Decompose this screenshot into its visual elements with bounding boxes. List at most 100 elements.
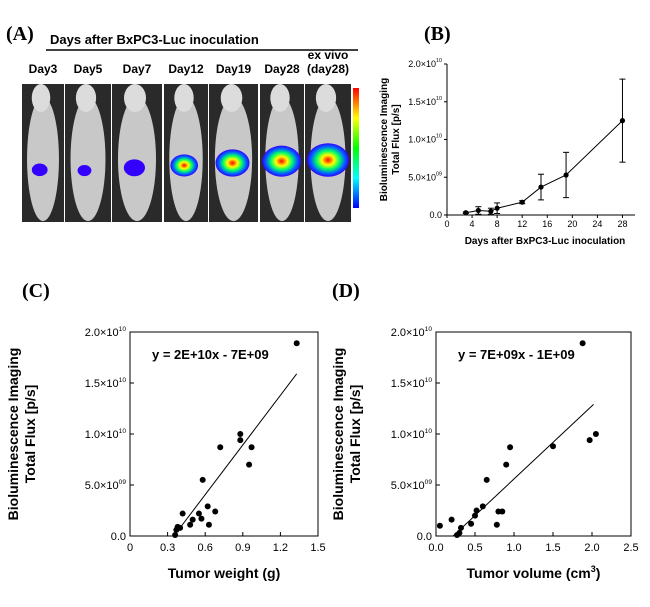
data-point [204, 503, 211, 510]
mouse-head-7 [315, 84, 337, 112]
y-tick-label-exponent: 10 [425, 377, 433, 384]
mouse-head-4 [174, 84, 194, 112]
column-label-4: Day12 [168, 62, 204, 76]
x-tick-label: 0.6 [198, 542, 213, 554]
data-point [448, 516, 455, 523]
data-point [436, 522, 443, 529]
y-tick-label-mantissa: 1.0×10 [391, 429, 425, 441]
x-tick-label: 0.9 [235, 542, 250, 554]
data-point [550, 443, 556, 450]
data-point [586, 437, 593, 444]
panel-d-label: (D) [332, 280, 360, 302]
data-point [463, 210, 469, 216]
x-axis-title-tail: ) [596, 565, 601, 581]
y-tick-label-exponent: 10 [119, 377, 127, 384]
x-tick-label: 0 [127, 542, 133, 554]
y-tick-label: 2.0×1010 [85, 326, 127, 339]
x-axis-title-main: Tumor weight (g) [168, 565, 281, 581]
data-point [493, 521, 500, 528]
x-axis-title: Tumor weight (g) [168, 565, 281, 581]
data-point [519, 199, 525, 205]
mouse-head-3 [124, 84, 146, 112]
y-tick-label: 1.5×1010 [85, 377, 127, 390]
y-tick-label-mantissa: 2.0×10 [85, 327, 119, 339]
trend-line [173, 373, 298, 537]
y-tick-label-mantissa: 5.0×10 [85, 480, 119, 492]
column-label-1: Day3 [29, 62, 58, 76]
y-tick-label-mantissa: 1.0×10 [85, 429, 119, 441]
y-tick-label: 5.0×1009 [85, 479, 127, 492]
data-point [507, 444, 514, 451]
y-tick-label-mantissa: 1.5×10 [391, 378, 425, 390]
column-label-2: Day5 [74, 62, 103, 76]
y-tick-label-mantissa: 1.0×10 [408, 135, 436, 145]
bioluminescence-signal-7 [307, 143, 349, 177]
x-tick-label: 28 [617, 219, 627, 229]
data-point [483, 476, 490, 483]
bioluminescence-signal-3 [123, 159, 145, 177]
data-point [205, 521, 212, 528]
chart-b: 0 4 8 12 16 20 24 280.05.0×10091.0×10101.5×1010… [379, 58, 635, 247]
x-axis-title: Tumor volume (cm3) [467, 564, 601, 581]
bioluminescence-signal-2 [77, 165, 92, 177]
column-label-7: (day28) [307, 62, 349, 76]
y-axis-title-line-2: Total Flux [p/s] [22, 385, 38, 484]
data-point [503, 461, 510, 468]
data-point [563, 172, 569, 178]
mouse-body-1 [27, 96, 59, 222]
regression-equation: y = 2E+10x - 7E+09 [152, 347, 269, 362]
data-point [457, 524, 464, 531]
y-tick-label: 2.0×1010 [391, 326, 433, 339]
y-tick-label-mantissa: 1.5×10 [408, 97, 436, 107]
data-point [187, 521, 194, 528]
data-point [488, 208, 494, 214]
panel-a-header: Days after BxPC3-Luc inoculation [50, 32, 259, 47]
x-tick-label: 16 [542, 219, 552, 229]
mouse-body-2 [70, 96, 106, 222]
panel-a-label: (A) [6, 23, 34, 45]
y-tick-label: 0.0 [429, 210, 442, 220]
y-tick-label-exponent: 10 [436, 96, 442, 102]
panel-c-label: (C) [22, 280, 50, 302]
data-point [198, 515, 205, 522]
y-tick-label: 5.0×1009 [408, 171, 442, 182]
regression-equation: y = 7E+09x - 1E+09 [458, 347, 575, 362]
mouse-head-5 [220, 84, 243, 112]
data-point [293, 340, 300, 347]
data-point [579, 340, 586, 347]
data-point [195, 510, 202, 517]
data-point [619, 118, 626, 124]
x-tick-label: 0.5 [467, 542, 482, 554]
mouse-body-3 [118, 96, 156, 222]
y-tick-label-mantissa: 5.0×10 [391, 480, 425, 492]
data-point [468, 520, 475, 527]
mouse-head-1 [31, 84, 51, 112]
bioluminescence-signal-6 [262, 145, 301, 177]
column-label-5: Day19 [216, 62, 252, 76]
series-line [465, 120, 623, 214]
x-tick-label: 4 [470, 219, 475, 229]
x-tick-label: 0.0 [428, 542, 443, 554]
y-tick-label-exponent: 10 [436, 134, 442, 140]
x-tick-label: 2.0 [584, 542, 599, 554]
x-tick-label: 24 [592, 219, 602, 229]
column-label-7: ex vivo [308, 48, 349, 62]
data-point [456, 529, 463, 536]
x-tick-label: 1.5 [310, 542, 325, 554]
y-tick-label-exponent: 10 [119, 428, 127, 435]
column-label-6: Day28 [264, 62, 300, 76]
x-tick-label: 1.5 [545, 542, 560, 554]
data-point [237, 431, 244, 437]
data-point [472, 512, 478, 519]
panel-a-columns: Day3 Day5 Day7 Day12 Day19 Day28 ex vivo(day28… [22, 48, 359, 222]
y-axis-title-line-1: Bioluminescence Imaging [5, 348, 21, 521]
y-tick-label-exponent: 09 [119, 479, 127, 486]
x-tick-label: 1.0 [506, 542, 521, 554]
column-label-3: Day7 [123, 62, 152, 76]
panel-c: (C) 0 0.3 0.6 0.9 1.2 1.50.05.0×10091.0×10101… [5, 280, 326, 581]
data-point [246, 461, 253, 468]
data-point [479, 503, 486, 510]
color-scale-bar [353, 88, 359, 208]
y-tick-label: 2.0×1010 [408, 58, 442, 69]
